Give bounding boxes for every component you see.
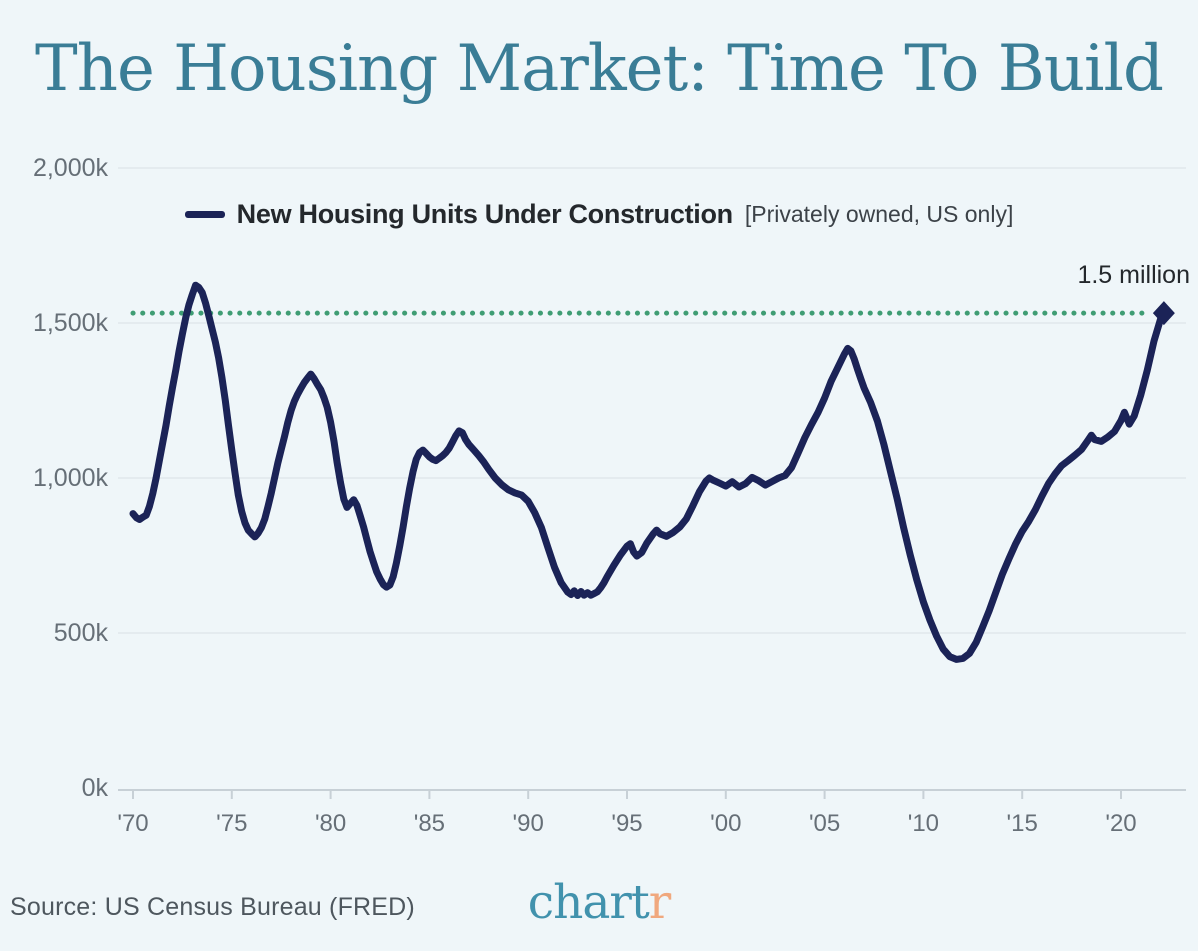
x-axis-tickmarks <box>132 790 1122 799</box>
chartr-logo: chartr <box>527 875 671 930</box>
x-axis-tick-label: '95 <box>611 810 643 837</box>
legend: New Housing Units Under Construction [Pr… <box>0 194 1198 234</box>
gridlines <box>118 167 1186 634</box>
x-axis-tick-label: '15 <box>1006 810 1038 837</box>
x-axis-tick-label: '85 <box>413 810 446 837</box>
y-axis-tick-label: 1,500k <box>32 309 108 337</box>
x-axis-tick-label: '75 <box>216 810 248 837</box>
page-title: The Housing Market: Time To Build <box>35 32 1164 106</box>
y-axis-tick-label: 500k <box>53 619 108 647</box>
legend-line-swatch <box>184 210 225 218</box>
logo-chart-part: chart <box>527 875 650 930</box>
x-axis-tick-label: '80 <box>314 810 347 837</box>
x-axis-tick-label: '90 <box>512 810 544 837</box>
end-point-diamond-marker <box>1152 301 1175 326</box>
x-axis-tick-label: '10 <box>907 810 940 837</box>
x-axis-tick-label: '70 <box>117 810 149 837</box>
source-text: Source: US Census Bureau (FRED) <box>10 893 415 921</box>
peak-value-annotation: 1.5 million <box>1077 261 1190 289</box>
legend-series-label: New Housing Units Under Construction <box>236 198 734 229</box>
legend-qualifier: [Privately owned, US only] <box>744 200 1014 227</box>
x-axis-tick-label: '20 <box>1105 810 1137 837</box>
y-axis-tick-label: 1,000k <box>32 464 108 492</box>
y-axis-tick-label: 2,000k <box>32 154 108 182</box>
y-axis-tick-label: 0k <box>81 774 108 802</box>
logo-r-part: r <box>648 875 671 930</box>
x-axis-tick-label: '00 <box>710 810 742 837</box>
x-axis-tick-label: '05 <box>808 810 841 837</box>
series-line <box>129 281 1168 663</box>
